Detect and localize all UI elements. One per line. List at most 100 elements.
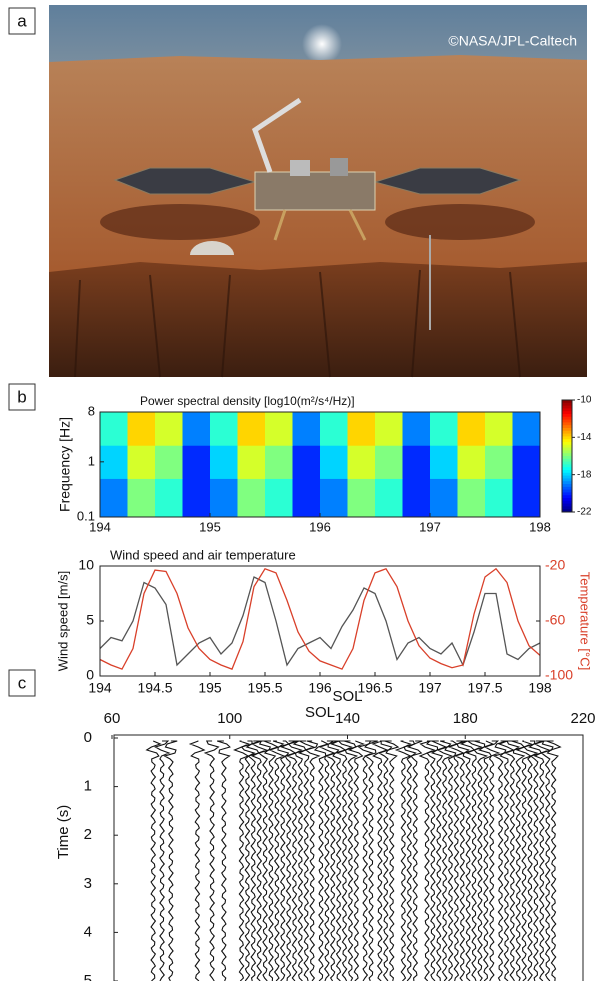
y-axis-label: Time (s) bbox=[55, 805, 72, 859]
y-tick-label: 1 bbox=[88, 453, 95, 468]
y-tick-label: 0.1 bbox=[77, 508, 95, 523]
heat-cell bbox=[155, 412, 183, 446]
series-line bbox=[100, 569, 540, 669]
heat-cell bbox=[210, 412, 238, 446]
x-axis-label: SOL bbox=[332, 688, 362, 705]
seismic-trace bbox=[217, 741, 230, 981]
heat-cell bbox=[128, 445, 156, 479]
heat-cell bbox=[155, 445, 183, 479]
seismic-trace bbox=[461, 741, 474, 981]
heat-cell bbox=[403, 478, 431, 517]
heat-cell bbox=[348, 445, 376, 479]
x-tick-label: 196 bbox=[308, 680, 332, 696]
y2-axis-label: Temperature [°C] bbox=[578, 572, 593, 670]
heat-cell bbox=[430, 412, 458, 446]
plot-frame bbox=[100, 566, 540, 676]
heat-cell bbox=[265, 412, 293, 446]
heat-cell bbox=[293, 445, 321, 479]
heat-cell bbox=[100, 445, 128, 479]
heat-cell bbox=[513, 478, 541, 517]
x-tick-label: 197.5 bbox=[467, 680, 502, 696]
heat-cell bbox=[100, 478, 128, 517]
colorbar-tick-label: -18 bbox=[577, 469, 592, 480]
heat-cell bbox=[320, 445, 348, 479]
heat-cell bbox=[183, 412, 211, 446]
x-tick-label: 195 bbox=[199, 519, 221, 534]
heat-cell bbox=[458, 445, 486, 479]
y-tick-label: 8 bbox=[88, 403, 95, 418]
colorbar-tick-label: -14 bbox=[577, 432, 592, 443]
heat-cell bbox=[458, 478, 486, 517]
heat-cell bbox=[403, 412, 431, 446]
y-tick-label: 10 bbox=[78, 557, 94, 573]
seismic-trace bbox=[259, 741, 270, 981]
heat-cell bbox=[485, 412, 513, 446]
heat-cell bbox=[238, 445, 266, 479]
panel-label: a bbox=[17, 11, 27, 30]
heat-cell bbox=[320, 412, 348, 446]
heat-cell bbox=[430, 445, 458, 479]
x-tick-label: 196 bbox=[309, 519, 331, 534]
panel-label: b bbox=[17, 387, 26, 406]
y2-tick-label: -60 bbox=[545, 612, 565, 628]
photo bbox=[49, 5, 587, 377]
heat-cell bbox=[375, 445, 403, 479]
x-tick-label: 198 bbox=[529, 519, 551, 534]
heat-cell bbox=[183, 478, 211, 517]
heat-cell bbox=[513, 412, 541, 446]
heat-cell bbox=[265, 478, 293, 517]
heat-cell bbox=[513, 445, 541, 479]
heat-cell bbox=[485, 478, 513, 517]
panel-b: b bbox=[9, 384, 35, 410]
x-tick-label: 197 bbox=[418, 680, 442, 696]
seismic-trace bbox=[147, 741, 160, 981]
x-axis-label: SOL bbox=[305, 704, 335, 721]
x-tick-label: 100 bbox=[217, 710, 242, 727]
y-tick-label: 0 bbox=[84, 729, 92, 746]
y-axis-label: Wind speed [m/s] bbox=[55, 571, 70, 671]
heat-cell bbox=[320, 478, 348, 517]
colorbar-tick-label: -22 bbox=[577, 507, 592, 518]
x-tick-label: 197 bbox=[419, 519, 441, 534]
panel-a: a ©NASA/JPL-Caltech bbox=[9, 5, 587, 377]
y-tick-label: 5 bbox=[86, 612, 94, 628]
colorbar-tick-label: -10 bbox=[577, 395, 592, 406]
heat-cell bbox=[403, 445, 431, 479]
heat-cell bbox=[238, 478, 266, 517]
heat-cell bbox=[210, 478, 238, 517]
x-tick-label: 180 bbox=[453, 710, 478, 727]
series-line bbox=[100, 577, 540, 665]
heat-cell bbox=[348, 412, 376, 446]
x-tick-label: 195.5 bbox=[247, 680, 282, 696]
heat-cell bbox=[293, 478, 321, 517]
chart-title: Wind speed and air temperature bbox=[110, 547, 296, 562]
seismic-trace bbox=[205, 741, 218, 981]
seismic-trace bbox=[379, 741, 391, 981]
y-tick-label: 2 bbox=[84, 826, 92, 843]
heat-cell bbox=[485, 445, 513, 479]
heat-cell bbox=[348, 478, 376, 517]
x-tick-label: 60 bbox=[104, 710, 121, 727]
heat-cell bbox=[293, 412, 321, 446]
seismic-trace bbox=[294, 741, 306, 981]
seismic-trace bbox=[420, 741, 434, 981]
heat-cell bbox=[210, 445, 238, 479]
heat-cell bbox=[430, 478, 458, 517]
seismic-trace bbox=[541, 741, 553, 981]
y-tick-label: 4 bbox=[84, 923, 92, 940]
seismic-trace bbox=[155, 741, 169, 981]
heat-cell bbox=[128, 478, 156, 517]
y-axis-label: Frequency [Hz] bbox=[57, 417, 73, 512]
heat-cell bbox=[265, 445, 293, 479]
heat-cell bbox=[100, 412, 128, 446]
y-tick-label: 1 bbox=[84, 778, 92, 795]
y2-tick-label: -100 bbox=[545, 667, 573, 683]
figure: a ©NASA/JPL-Caltech b bbox=[0, 0, 600, 981]
seismic-trace bbox=[165, 741, 178, 981]
heat-cell bbox=[375, 478, 403, 517]
x-tick-label: 140 bbox=[335, 710, 360, 727]
heat-cell bbox=[128, 412, 156, 446]
y2-tick-label: -20 bbox=[545, 557, 565, 573]
x-tick-label: 194.5 bbox=[137, 680, 172, 696]
y-tick-label: 0 bbox=[86, 667, 94, 683]
